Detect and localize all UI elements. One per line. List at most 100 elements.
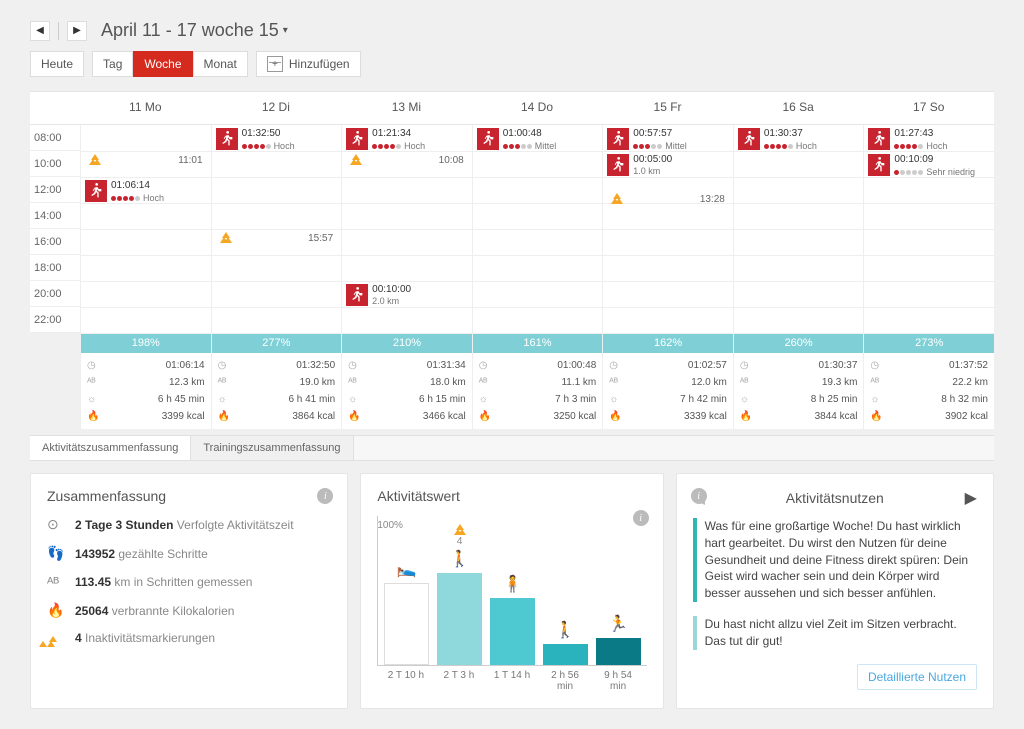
nav-separator [58,22,59,40]
summary-icon: ᴬᴮ [47,574,65,590]
running-icon [738,128,760,150]
calendar-plus-icon: + [267,56,283,72]
activity-type-icon: 🚶 [555,620,575,640]
activity-bar-chart: 🛌 4🚶 🧍 🚶 🏃 [377,516,646,666]
activity-event[interactable]: 01:00:48Mittel [475,126,601,154]
chevron-down-icon: ▾ [283,25,288,36]
view-day-button[interactable]: Tag [92,51,133,77]
calendar-nav: ◀ ▶ April 11 - 17 woche 15 ▾ [30,20,994,41]
summary-item: ⊙2 Tage 3 Stunden Verfolgte Aktivitätsze… [47,516,331,533]
triangle-icon [89,156,101,166]
week-calendar: 11 Mo12 Di13 Mi14 Do15 Fr16 Sa17 So08:00… [30,91,994,333]
inactivity-mark[interactable]: 10:08 [350,155,464,166]
running-icon [346,284,368,306]
activity-event[interactable]: 00:05:001.0 km [605,152,731,179]
inactivity-mark[interactable]: 15:57 [220,233,334,244]
day-header: 16 Sa [733,92,864,125]
summary-item: 🔥25064 verbrannte Kilokalorien [47,602,331,619]
time-label: 14:00 [30,203,80,229]
time-label: 20:00 [30,281,80,307]
running-icon [607,154,629,176]
triangle-icon [611,195,623,205]
running-icon [346,128,368,150]
chart-x-label: 9 h 54 min [596,670,641,692]
activity-event[interactable]: 01:30:37Hoch [736,126,862,154]
day-summary[interactable]: 273%◷01:37:52ᴬᴮ22.2 km☼8 h 32 min🔥3902 k… [863,333,994,429]
benefit-text-2: Du hast nicht allzu viel Zeit im Sitzen … [705,616,977,650]
benefit-message: Was für eine großartige Woche! Du hast w… [693,518,977,602]
activity-event[interactable]: 01:27:43Hoch [866,126,992,154]
summary-icon: 🔥 [47,602,65,619]
view-week-button[interactable]: Woche [133,51,192,77]
view-toolbar: Heute Tag Woche Monat + Hinzufügen [30,51,994,77]
day-header: 12 Di [211,92,342,125]
activity-event[interactable]: 00:10:09Sehr niedrig [866,152,992,180]
tab-training-summary[interactable]: Trainingszusammenfassung [191,436,353,460]
view-month-button[interactable]: Monat [193,51,248,77]
summary-item: 4 Inaktivitätsmarkierungen [47,631,331,645]
day-header: 14 Do [472,92,603,125]
tab-activity-summary[interactable]: Aktivitätszusammenfassung [30,436,191,460]
chart-x-label: 1 T 14 h [489,670,534,692]
chart-x-label: 2 T 10 h [383,670,428,692]
lower-panels: i Zusammenfassung ⊙2 Tage 3 Stunden Verf… [30,473,994,709]
day-summary[interactable]: 210%◷01:31:34ᴬᴮ18.0 km☼6 h 15 min🔥3466 k… [341,333,472,429]
chart-bar[interactable]: 🧍 [490,516,535,665]
benefit-message: Du hast nicht allzu viel Zeit im Sitzen … [693,616,977,650]
chart-bar[interactable]: 🚶 [543,516,588,665]
day-summary[interactable]: 198%◷01:06:14ᴬᴮ12.3 km☼6 h 45 min🔥3399 k… [80,333,211,429]
activity-chart-panel: i Aktivitätswert 100% 🛌4🚶🧍🚶🏃 2 T 10 h2 T… [360,473,663,709]
chart-bar[interactable]: 🏃 [596,516,641,665]
chart-bar[interactable]: 4🚶 [437,516,482,665]
summary-icon: 👣 [47,545,65,562]
chart-x-label: 2 T 3 h [436,670,481,692]
triangle-icon [350,156,362,166]
activity-event[interactable]: 01:06:14Hoch [83,178,209,206]
week-summary-band: 198%◷01:06:14ᴬᴮ12.3 km☼6 h 45 min🔥3399 k… [30,333,994,429]
time-label: 18:00 [30,255,80,281]
add-label: Hinzufügen [289,57,350,71]
date-range-label: April 11 - 17 woche 15 [101,20,279,41]
day-header: 11 Mo [80,92,211,125]
day-summary[interactable]: 260%◷01:30:37ᴬᴮ19.3 km☼8 h 25 min🔥3844 k… [733,333,864,429]
activity-event[interactable]: 01:32:50Hoch [214,126,340,154]
running-icon [85,180,107,202]
benefit-text-1: Was für eine großartige Woche! Du hast w… [705,518,977,602]
summary-icon: ⊙ [47,516,65,533]
activity-event[interactable]: 01:21:34Hoch [344,126,470,154]
activity-chart-title: Aktivitätswert [377,488,646,504]
inactivity-mark[interactable]: 11:01 [89,155,203,166]
info-icon[interactable]: i [691,488,707,504]
inactivity-mark[interactable]: 13:28 [611,194,725,205]
triangle-icon [220,234,232,244]
time-label: 22:00 [30,307,80,333]
day-summary[interactable]: 162%◷01:02:57ᴬᴮ12.0 km☼7 h 42 min🔥3339 k… [602,333,733,429]
time-label: 08:00 [30,125,80,151]
activity-event[interactable]: 00:10:002.0 km [344,282,470,309]
time-label: 10:00 [30,151,80,177]
activity-type-icon: 🏃 [608,614,628,634]
prev-button[interactable]: ◀ [30,21,50,41]
benefit-next-button[interactable]: ▶ [965,488,977,508]
day-header: 17 So [863,92,994,125]
activity-type-icon: 🧍 [503,574,523,594]
running-icon [607,128,629,150]
running-icon [216,128,238,150]
chart-bar[interactable]: 🛌 [384,516,429,665]
chart-x-label: 2 h 56 min [543,670,588,692]
time-label: 12:00 [30,177,80,203]
date-range-dropdown[interactable]: April 11 - 17 woche 15 ▾ [101,20,288,41]
summary-item: 👣143952 gezählte Schritte [47,545,331,562]
running-icon [868,154,890,176]
benefits-title: Aktivitätsnutzen [786,490,884,506]
time-label: 16:00 [30,229,80,255]
day-summary[interactable]: 161%◷01:00:48ᴬᴮ11.1 km☼7 h 3 min🔥3250 kc… [472,333,603,429]
today-button[interactable]: Heute [30,51,84,77]
activity-event[interactable]: 00:57:57Mittel [605,126,731,154]
add-button[interactable]: + Hinzufügen [256,51,361,77]
running-icon [477,128,499,150]
next-button[interactable]: ▶ [67,21,87,41]
day-summary[interactable]: 277%◷01:32:50ᴬᴮ19.0 km☼6 h 41 min🔥3864 k… [211,333,342,429]
summary-panel: i Zusammenfassung ⊙2 Tage 3 Stunden Verf… [30,473,348,709]
activity-type-icon: 🛌 [397,559,417,579]
